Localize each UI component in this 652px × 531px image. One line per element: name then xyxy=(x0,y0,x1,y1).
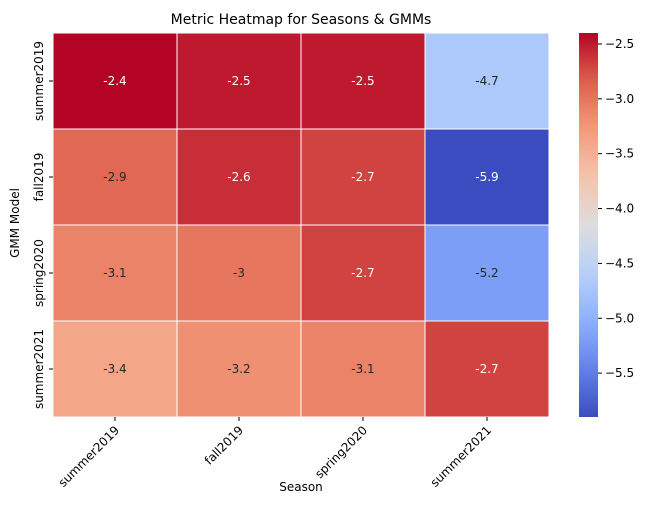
y-tick-label: fall2019 xyxy=(32,153,46,202)
colorbar-tick-label: −4.0 xyxy=(605,202,634,216)
heatmap-cell xyxy=(176,224,302,322)
x-tick-label: summer2019 xyxy=(56,423,123,490)
y-axis-ticks: summer2019 fall2019 spring2020 summer2021 xyxy=(32,41,53,409)
colorbar-tick-label: −2.5 xyxy=(605,37,634,51)
y-axis-label: GMM Model xyxy=(8,188,22,258)
y-tick-label: summer2019 xyxy=(32,41,46,121)
heatmap-cell xyxy=(424,128,550,226)
heatmap-cell xyxy=(176,320,302,418)
heatmap-cell xyxy=(424,32,550,130)
heatmap-cells: -2.4 -2.5 -2.5 -4.7 -2.9 -2.6 -2.7 -5.9 -3.1 -3 -2… xyxy=(52,32,550,418)
cell-value-label: -3.4 xyxy=(103,362,126,376)
heatmap-cell xyxy=(176,128,302,226)
colorbar-gradient xyxy=(579,33,598,417)
colorbar-tick-label: −5.5 xyxy=(605,366,634,380)
heatmap-cell xyxy=(52,128,178,226)
colorbar-tick-label: −5.0 xyxy=(605,311,634,325)
cell-value-label: -3.1 xyxy=(351,362,374,376)
cell-value-label: -2.7 xyxy=(475,362,498,376)
x-axis-ticks: summer2019 fall2019 spring2020 summer2021 xyxy=(56,417,495,490)
y-tick-label: spring2020 xyxy=(32,239,46,307)
cell-value-label: -2.6 xyxy=(227,170,250,184)
cell-value-label: -2.7 xyxy=(351,170,374,184)
chart-title: Metric Heatmap for Seasons & GMMs xyxy=(171,12,432,28)
colorbar-tick-label: −3.5 xyxy=(605,147,634,161)
cell-value-label: -3.2 xyxy=(227,362,250,376)
cell-value-label: -2.5 xyxy=(351,74,374,88)
heatmap-cell xyxy=(424,224,550,322)
heatmap-cell xyxy=(424,320,550,418)
heatmap-cell xyxy=(300,320,426,418)
cell-value-label: -5.9 xyxy=(475,170,498,184)
cell-value-label: -2.5 xyxy=(227,74,250,88)
x-axis-label: Season xyxy=(279,480,323,494)
colorbar: −2.5 −3.0 −3.5 −4.0 −4.5 −5.0 −5.5 xyxy=(579,33,634,417)
x-tick-label: fall2019 xyxy=(202,423,246,467)
colorbar-tick-label: −3.0 xyxy=(605,92,634,106)
heatmap-cell xyxy=(176,32,302,130)
cell-value-label: -3 xyxy=(233,266,245,280)
cell-value-label: -2.9 xyxy=(103,170,126,184)
cell-value-label: -2.7 xyxy=(351,266,374,280)
cell-value-label: -4.7 xyxy=(475,74,498,88)
cell-value-label: -2.4 xyxy=(103,74,126,88)
heatmap-cell xyxy=(52,320,178,418)
colorbar-tick-label: −4.5 xyxy=(605,256,634,270)
heatmap-cell xyxy=(300,32,426,130)
x-tick-label: spring2020 xyxy=(312,423,370,481)
heatmap-cell xyxy=(52,32,178,130)
cell-value-label: -5.2 xyxy=(475,266,498,280)
x-tick-label: summer2021 xyxy=(428,423,495,490)
cell-value-label: -3.1 xyxy=(103,266,126,280)
y-tick-label: summer2021 xyxy=(32,329,46,409)
